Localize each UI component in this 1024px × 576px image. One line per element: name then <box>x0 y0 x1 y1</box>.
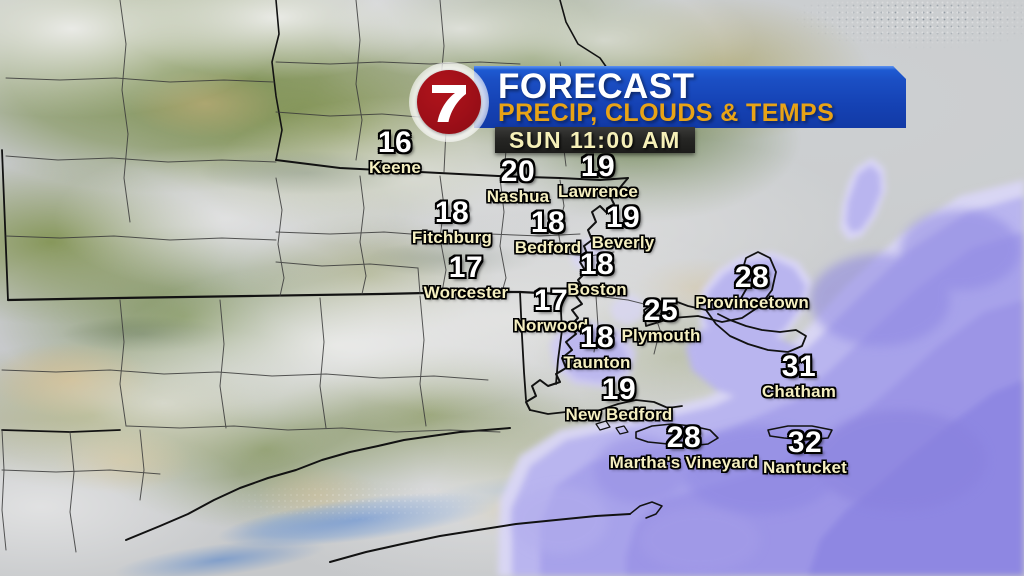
forecast-banner: FORECAST PRECIP, CLOUDS & TEMPS <box>474 66 906 128</box>
channel-7-logo[interactable] <box>409 62 489 142</box>
seven-glyph-icon <box>432 85 466 122</box>
banner-subtitle: PRECIP, CLOUDS & TEMPS <box>498 99 835 127</box>
logo-disc <box>417 70 481 134</box>
forecast-time-bar: SUN 11:00 AM <box>495 127 695 153</box>
forecast-timestamp: SUN 11:00 AM <box>509 126 681 153</box>
banner-highlight <box>474 66 906 70</box>
banner-title: FORECAST <box>498 67 695 106</box>
